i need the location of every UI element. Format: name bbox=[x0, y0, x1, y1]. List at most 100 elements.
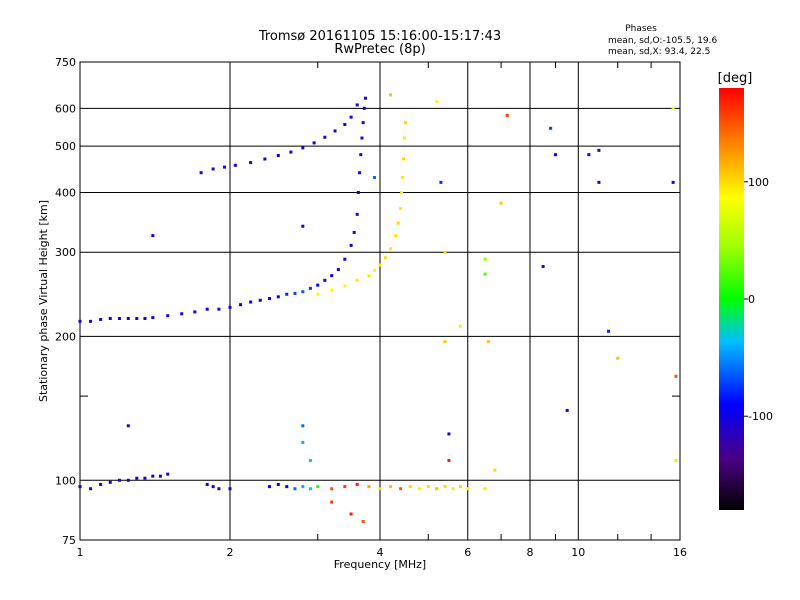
data-point bbox=[486, 340, 490, 344]
chart-title-line2: RwPretec (8p) bbox=[334, 42, 425, 57]
y-tick-label: 300 bbox=[55, 246, 76, 259]
data-point bbox=[565, 408, 569, 412]
x-tick-label: 6 bbox=[464, 546, 471, 559]
data-point bbox=[205, 307, 209, 311]
data-point bbox=[358, 171, 362, 175]
data-point bbox=[228, 305, 232, 309]
data-point bbox=[587, 153, 591, 157]
data-point bbox=[361, 519, 365, 523]
x-axis-label: Frequency [MHz] bbox=[334, 558, 426, 571]
data-point bbox=[541, 265, 545, 269]
data-point bbox=[151, 234, 155, 238]
data-point bbox=[99, 317, 103, 321]
data-point bbox=[355, 278, 359, 282]
data-point bbox=[402, 157, 406, 161]
data-point bbox=[301, 440, 305, 444]
data-point bbox=[126, 478, 130, 482]
data-point bbox=[323, 278, 327, 282]
data-point bbox=[597, 148, 601, 152]
y-tick-label: 600 bbox=[55, 102, 76, 115]
data-point bbox=[308, 286, 312, 290]
data-point bbox=[403, 121, 407, 125]
data-point bbox=[276, 154, 280, 158]
data-point bbox=[293, 291, 297, 295]
data-point bbox=[301, 224, 305, 228]
data-point bbox=[316, 485, 320, 489]
y-tick-label: 750 bbox=[55, 56, 76, 69]
y-tick-label: 500 bbox=[55, 140, 76, 153]
data-point bbox=[117, 316, 121, 320]
data-point bbox=[607, 329, 611, 333]
data-point bbox=[396, 221, 400, 225]
data-point bbox=[258, 298, 262, 302]
data-point bbox=[493, 468, 497, 472]
data-point bbox=[223, 165, 227, 169]
data-point bbox=[349, 115, 353, 119]
grid bbox=[80, 62, 680, 540]
data-point bbox=[367, 274, 371, 278]
data-point bbox=[89, 319, 93, 323]
phase-stat-x: mean, sd,X: 93.4, 22.5 bbox=[608, 47, 710, 57]
x-tick-label: 2 bbox=[227, 546, 234, 559]
data-point bbox=[308, 487, 312, 491]
data-point bbox=[336, 268, 340, 272]
data-point bbox=[417, 487, 421, 491]
data-point bbox=[180, 312, 184, 316]
data-point bbox=[89, 487, 93, 491]
data-point bbox=[276, 482, 280, 486]
data-point bbox=[505, 113, 509, 117]
data-point bbox=[443, 250, 447, 254]
data-point bbox=[217, 307, 221, 311]
data-point bbox=[343, 257, 347, 261]
data-point bbox=[108, 316, 112, 320]
data-point bbox=[466, 487, 470, 491]
data-point bbox=[400, 190, 404, 194]
data-point bbox=[389, 247, 393, 251]
data-point bbox=[549, 126, 553, 130]
data-point bbox=[333, 129, 337, 133]
data-point bbox=[233, 163, 237, 167]
data-point bbox=[426, 485, 430, 489]
colorbar-tick-label: -100 bbox=[748, 410, 773, 423]
data-point bbox=[276, 295, 280, 299]
data-point bbox=[117, 478, 121, 482]
data-point bbox=[285, 485, 289, 489]
data-point bbox=[343, 485, 347, 489]
data-point bbox=[403, 136, 407, 140]
data-point bbox=[616, 356, 620, 360]
data-point bbox=[389, 485, 393, 489]
data-point bbox=[435, 100, 439, 104]
data-point bbox=[373, 175, 377, 179]
x-tick-label: 4 bbox=[377, 546, 384, 559]
data-point bbox=[401, 175, 405, 179]
data-point bbox=[671, 180, 675, 184]
data-point bbox=[435, 487, 439, 491]
y-tick-label: 400 bbox=[55, 186, 76, 199]
data-point bbox=[383, 256, 387, 260]
colorbar-unit-label: [deg] bbox=[718, 71, 753, 86]
data-point bbox=[367, 485, 371, 489]
data-point bbox=[135, 476, 139, 480]
data-point bbox=[330, 288, 334, 292]
data-point bbox=[483, 487, 487, 491]
phases-label: Phases bbox=[625, 24, 657, 34]
data-point bbox=[355, 482, 359, 486]
data-point bbox=[308, 458, 312, 462]
data-point bbox=[126, 316, 130, 320]
data-point bbox=[356, 190, 360, 194]
y-tick-label: 200 bbox=[55, 330, 76, 343]
colorbar-tick-label: 0 bbox=[748, 293, 755, 306]
data-point bbox=[330, 274, 334, 278]
data-point bbox=[323, 135, 327, 139]
data-point bbox=[349, 512, 353, 516]
axis-ticks: 1 2 4 6 8 10 16 75 100 200 300 400 500 600 750 bbox=[55, 56, 687, 559]
data-point bbox=[289, 150, 293, 154]
data-point bbox=[439, 180, 443, 184]
data-point bbox=[343, 123, 347, 127]
data-point bbox=[135, 316, 139, 320]
colorbar-gradient bbox=[719, 88, 744, 510]
data-point bbox=[301, 485, 305, 489]
data-point bbox=[674, 374, 678, 378]
data-point bbox=[399, 207, 403, 211]
